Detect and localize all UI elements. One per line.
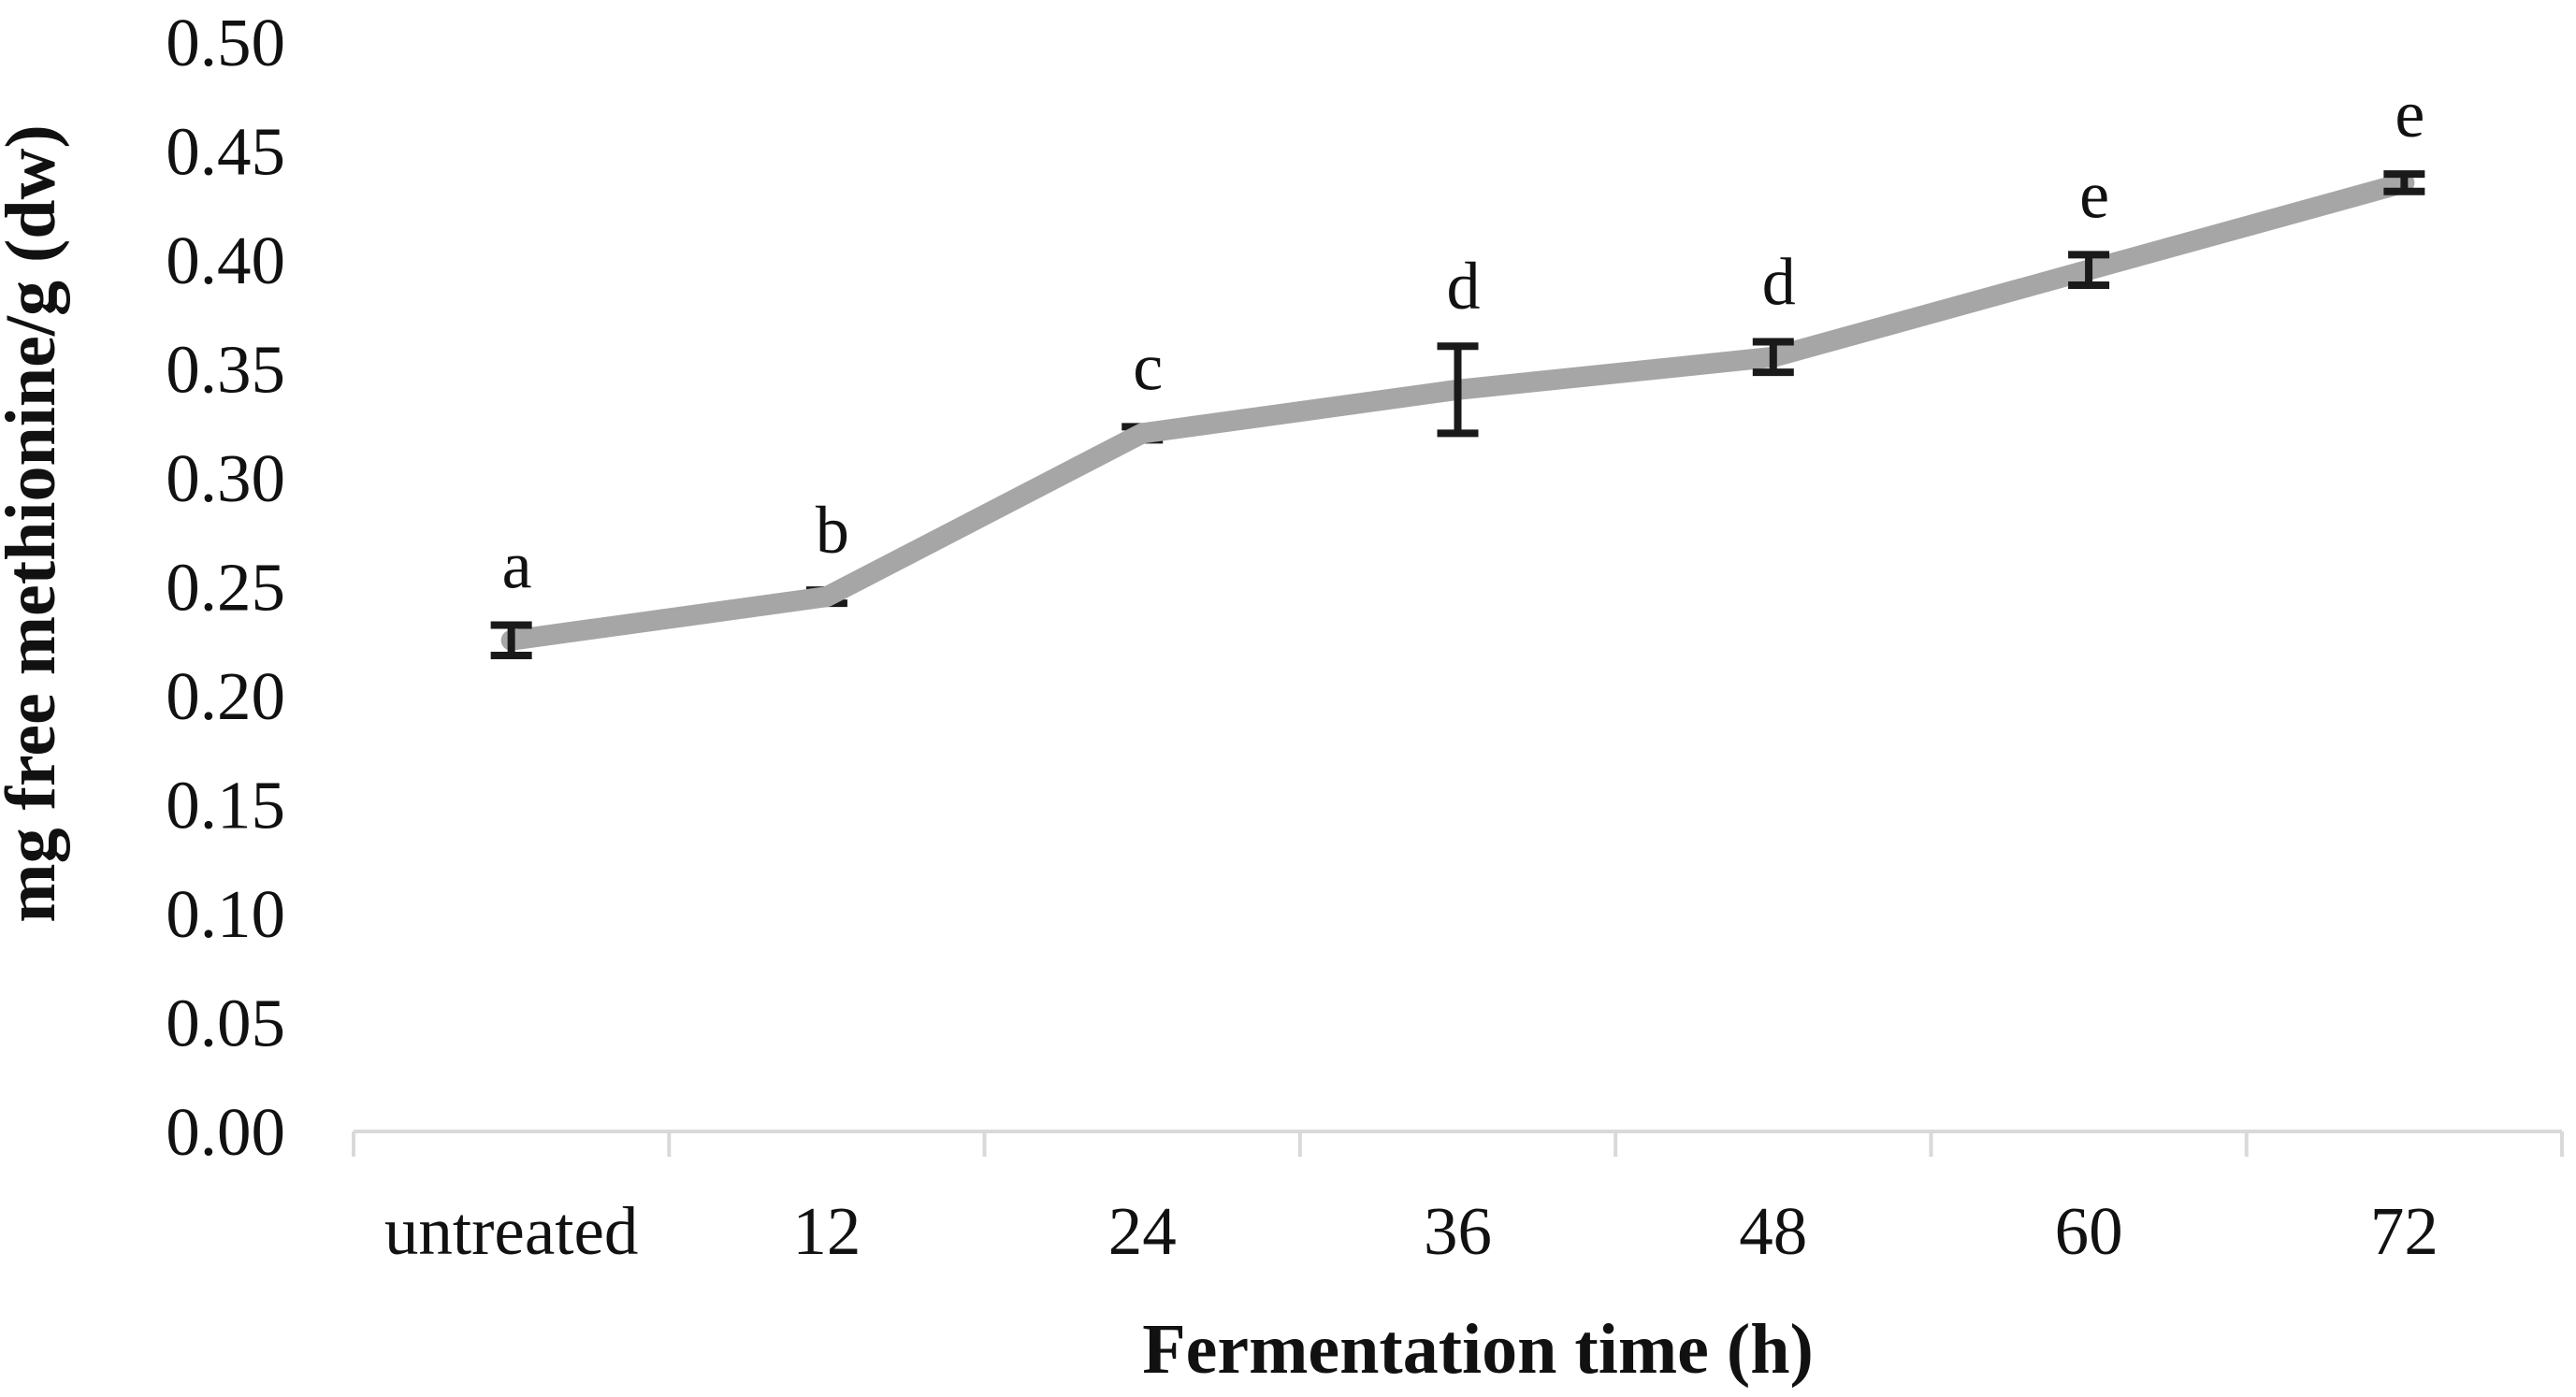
point-label: d bbox=[1447, 249, 1481, 324]
x-tick-label: untreated bbox=[384, 1193, 639, 1269]
x-axis-title: Fermentation time (h) bbox=[1142, 1310, 1814, 1389]
point-label: e bbox=[2395, 77, 2424, 151]
y-tick-label: 0.30 bbox=[166, 440, 285, 516]
y-tick-label: 0.15 bbox=[166, 768, 285, 843]
point-label: a bbox=[502, 527, 532, 602]
x-tick-label: 24 bbox=[1108, 1193, 1177, 1269]
x-tick-label: 72 bbox=[2370, 1193, 2439, 1269]
x-tick-label: 12 bbox=[792, 1193, 861, 1269]
error-bar bbox=[2068, 251, 2110, 289]
point-label: c bbox=[1133, 329, 1163, 404]
error-bar bbox=[2383, 170, 2425, 195]
y-tick-label: 0.50 bbox=[166, 5, 285, 80]
y-axis-title: mg free methionine/g (dw) bbox=[0, 124, 70, 922]
error-bar bbox=[1752, 338, 1794, 377]
error-bars-over bbox=[490, 170, 2425, 660]
y-tick-label: 0.20 bbox=[166, 658, 285, 734]
y-tick-label: 0.00 bbox=[166, 1094, 285, 1170]
x-tick-label: 36 bbox=[1424, 1193, 1492, 1269]
y-tick-label: 0.25 bbox=[166, 550, 285, 626]
y-tick-label: 0.35 bbox=[166, 332, 285, 408]
x-tick-label: 60 bbox=[2055, 1193, 2123, 1269]
point-label: e bbox=[2079, 157, 2109, 232]
point-label: b bbox=[816, 493, 849, 568]
y-tick-label: 0.40 bbox=[166, 223, 285, 298]
error-bar bbox=[490, 621, 532, 660]
y-tick-label: 0.45 bbox=[166, 114, 285, 190]
axis-layer bbox=[352, 1130, 2564, 1157]
y-tick-label: 0.05 bbox=[166, 986, 285, 1061]
error-bar bbox=[1437, 342, 1479, 438]
point-label: d bbox=[1762, 245, 1796, 320]
y-tick-label: 0.10 bbox=[166, 876, 285, 952]
labels-layer: 0.00 0.05 0.10 0.15 0.20 0.25 0.30 0.35 0.40 0.45… bbox=[166, 5, 2439, 1269]
x-tick-label: 48 bbox=[1739, 1193, 1807, 1269]
